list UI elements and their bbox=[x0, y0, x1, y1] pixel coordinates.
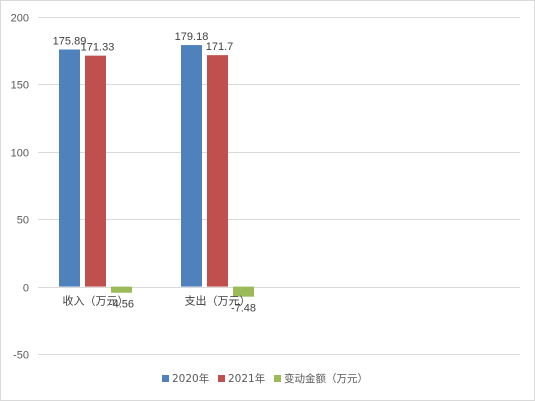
legend-swatch bbox=[162, 375, 169, 382]
data-label: -4.56 bbox=[109, 299, 134, 311]
x-category-label: 收入（万元） bbox=[63, 294, 129, 308]
y-tick-label: -50 bbox=[13, 350, 29, 362]
data-label: 175.89 bbox=[53, 36, 87, 48]
bar bbox=[233, 286, 254, 297]
x-category-label: 支出（万元） bbox=[185, 294, 251, 308]
bar bbox=[181, 45, 202, 287]
data-label: 171.7 bbox=[206, 41, 234, 53]
y-tick-label: 150 bbox=[11, 80, 29, 92]
legend-label: 2021年 bbox=[228, 372, 265, 385]
bar bbox=[207, 55, 228, 287]
bar bbox=[59, 49, 80, 287]
y-tick-label: 100 bbox=[11, 148, 29, 160]
data-label: -7.48 bbox=[231, 303, 256, 315]
y-tick-label: 0 bbox=[23, 283, 29, 295]
legend-label: 2020年 bbox=[172, 372, 209, 385]
legend-swatch bbox=[218, 375, 225, 382]
y-tick-label: 50 bbox=[17, 215, 29, 227]
data-label: 171.33 bbox=[81, 42, 115, 54]
legend-swatch bbox=[274, 375, 281, 382]
data-label: 179.18 bbox=[175, 31, 209, 43]
legend-label: 变动金额（万元） bbox=[284, 372, 368, 385]
bar bbox=[111, 286, 132, 293]
y-tick-label: 200 bbox=[11, 13, 29, 25]
bar bbox=[85, 55, 106, 287]
